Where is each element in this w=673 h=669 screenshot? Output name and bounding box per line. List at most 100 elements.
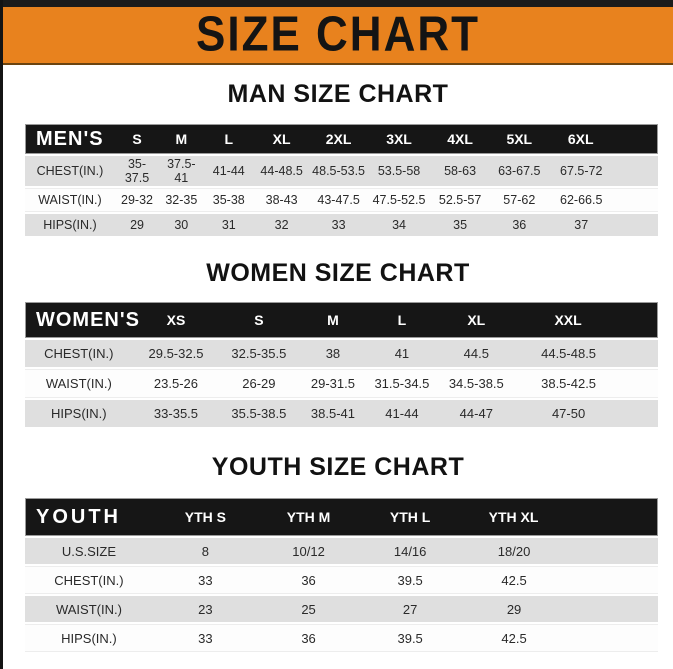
table-header-row: YOUTH YTH S YTH M YTH L YTH XL <box>25 498 658 536</box>
size-cell: 44.5 <box>463 346 489 361</box>
size-column-header: YTH S <box>152 498 258 536</box>
size-cell: 42.5 <box>461 566 658 594</box>
size-cell: 29.5-32.5 <box>148 346 204 361</box>
size-column-header: 2XL <box>309 124 369 154</box>
size-cell: 39.5 <box>359 624 462 652</box>
size-cell: 10/12 <box>292 543 325 559</box>
size-column-header: L <box>367 302 437 338</box>
table-row: WAIST(IN.) 23.5-26 26-29 29-31.5 31.5-34.5 34… <box>25 369 658 398</box>
table-row: WAIST(IN.) 23 25 27 29 <box>25 596 658 622</box>
table-row: CHEST(IN.) 33 36 39.5 42.5 <box>25 566 658 594</box>
size-cell: 37 <box>574 218 589 232</box>
women-size-heading: WOMEN SIZE CHART <box>206 259 470 287</box>
row-label: WAIST(IN.) <box>55 601 122 617</box>
youth-size-section: YOUTH SIZE CHART YOUTH YTH S YTH M YTH L YTH… <box>3 453 673 654</box>
size-column-header: 5XL <box>490 124 549 154</box>
size-column-header: XL <box>436 302 517 338</box>
size-cell: 35.5-38.5 <box>231 406 287 421</box>
size-cell: 23.5-26 <box>132 369 220 398</box>
size-column-header: M <box>159 124 204 154</box>
size-cell: 39.5 <box>359 566 462 594</box>
size-cell: 36 <box>257 566 360 594</box>
women-size-section: WOMEN SIZE CHART WOMEN'S XS S M L XL XXL CHEST(… <box>3 259 673 429</box>
size-cell: 38 <box>325 346 341 361</box>
youth-size-heading: YOUTH SIZE CHART <box>211 453 465 481</box>
size-cell: 52.5-57 <box>430 188 491 212</box>
size-cell: 57-62 <box>490 188 549 212</box>
size-column-header: XS <box>132 302 220 338</box>
size-cell: 18/20 <box>497 543 531 559</box>
size-cell: 29-32 <box>114 188 160 212</box>
size-cell: 32-35 <box>159 188 204 212</box>
size-cell: 35-37.5 <box>124 157 150 185</box>
table-row: HIPS(IN.) 29 30 31 32 33 34 35 36 37 <box>25 214 658 236</box>
table-row: CHEST(IN.) 35-37.5 37.5-41 41-44 44-48.5 48.5… <box>25 156 658 186</box>
size-cell: 32.5-35.5 <box>231 346 287 361</box>
table-header-row: MEN'S S M L XL 2XL 3XL 4XL 5XL 6XL <box>25 124 658 154</box>
size-cell: 41-44 <box>385 406 419 421</box>
size-cell: 41-44 <box>212 164 245 178</box>
size-column-header: XXL <box>516 302 658 338</box>
size-column-header: 3XL <box>368 124 431 154</box>
size-cell: 47-50 <box>551 406 586 421</box>
size-cell: 23 <box>198 601 213 617</box>
size-column-header: XL <box>254 124 310 154</box>
size-cell: 44-47 <box>459 406 493 421</box>
size-column-header: L <box>203 124 255 154</box>
size-cell: 38.5-42.5 <box>516 369 658 398</box>
size-cell: 26-29 <box>219 369 299 398</box>
row-label: CHEST(IN.) <box>25 566 153 594</box>
size-cell: 62-66.5 <box>548 188 658 212</box>
size-cell: 29 <box>130 218 144 232</box>
size-cell: 44-48.5 <box>260 164 303 178</box>
size-column-header: YTH L <box>359 498 462 536</box>
size-cell: 53.5-58 <box>377 164 421 178</box>
size-cell: 58-63 <box>444 164 477 178</box>
women-size-table: WOMEN'S XS S M L XL XXL CHEST(IN.) 29.5-32.5 32.5… <box>25 300 658 429</box>
size-column-header: S <box>219 302 299 338</box>
size-cell: 35-38 <box>203 188 255 212</box>
size-cell: 29-31.5 <box>298 369 368 398</box>
size-column-header: 6XL <box>548 124 658 154</box>
row-label: WAIST(IN.) <box>25 188 115 212</box>
size-cell: 8 <box>201 543 209 559</box>
size-cell: 44.5-48.5 <box>541 346 597 361</box>
row-label: CHEST(IN.) <box>44 346 114 361</box>
size-cell: 29 <box>506 601 522 617</box>
size-cell: 14/16 <box>393 543 427 559</box>
size-cell: 67.5-72 <box>560 164 603 178</box>
size-cell: 35 <box>453 218 468 232</box>
size-column-header: YTH M <box>257 498 360 536</box>
row-label: U.S.SIZE <box>61 543 117 559</box>
men-size-table: MEN'S S M L XL 2XL 3XL 4XL 5XL 6XL CHEST(IN.) 35-37… <box>25 122 658 238</box>
man-size-section: MAN SIZE CHART MEN'S S M L XL 2XL 3XL 4XL 5XL 6XL… <box>3 80 673 238</box>
size-cell: 34 <box>392 218 406 232</box>
row-label: HIPS(IN.) <box>25 624 153 652</box>
size-cell: 37.5-41 <box>167 157 196 185</box>
size-cell: 33 <box>152 624 258 652</box>
man-size-heading: MAN SIZE CHART <box>227 80 449 108</box>
size-cell: 32 <box>274 218 289 232</box>
size-cell: 48.5-53.5 <box>312 164 365 178</box>
size-cell: 36 <box>257 624 360 652</box>
size-cell: 33-35.5 <box>153 406 199 421</box>
row-label: HIPS(IN.) <box>43 218 97 232</box>
table-corner-label: YOUTH <box>25 498 153 536</box>
size-cell: 31 <box>221 218 236 232</box>
size-column-header: YTH XL <box>461 498 658 536</box>
size-cell: 27 <box>402 601 418 617</box>
size-cell: 42.5 <box>461 624 658 652</box>
size-cell: 43-47.5 <box>309 188 369 212</box>
table-corner-label: MEN'S <box>25 124 115 154</box>
table-row: U.S.SIZE 8 10/12 14/16 18/20 <box>25 538 658 564</box>
size-column-header: S <box>114 124 160 154</box>
size-cell: 63-67.5 <box>498 164 541 178</box>
row-label: WAIST(IN.) <box>25 369 133 398</box>
table-corner-label: WOMEN'S <box>25 302 139 338</box>
row-label: HIPS(IN.) <box>50 406 107 421</box>
table-row: CHEST(IN.) 29.5-32.5 32.5-35.5 38 41 44.5 44.5… <box>25 340 658 367</box>
size-cell: 36 <box>512 218 527 232</box>
size-cell: 33 <box>331 218 346 232</box>
size-column-header: M <box>298 302 368 338</box>
